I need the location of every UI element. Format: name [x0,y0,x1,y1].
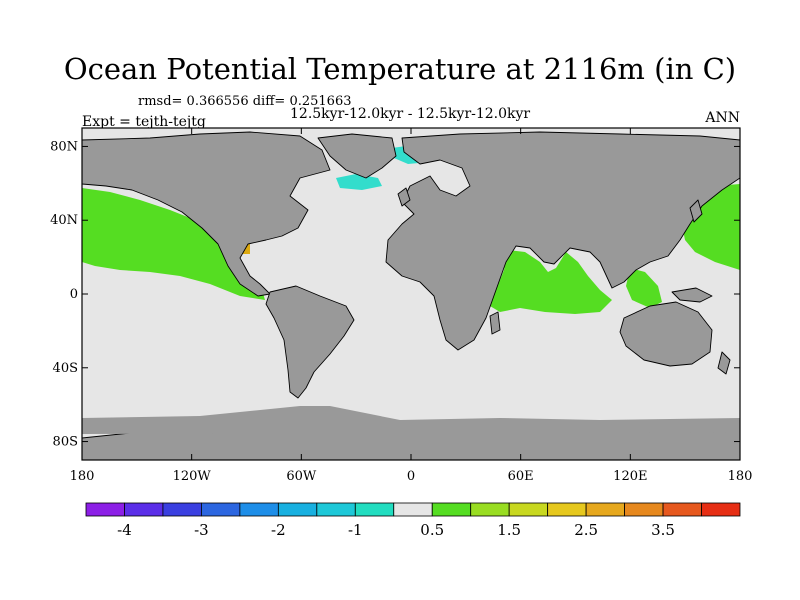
x-tick-label: 120W [173,469,212,484]
colorbar: -4 -3 -2 -1 0.5 1.5 2.5 3.5 [85,502,741,539]
warm-anomaly-regions [82,158,740,314]
colorbar-swatch [508,502,549,517]
madagascar-land [489,311,501,335]
labrador-anomaly [336,174,382,190]
colorbar-label: 2.5 [574,521,598,539]
indian-ocean-anomaly [490,250,612,314]
x-tick-label: 120E [613,469,647,484]
colorbar-swatch [662,502,702,517]
north-america-land [82,131,331,297]
colorbar-swatch [547,502,587,517]
colorbar-swatch [239,502,279,517]
y-tick-label: 40S [53,361,78,376]
colorbar-swatch [701,502,741,517]
north-pacific-east-anomaly [82,188,265,300]
y-tick-label: 40N [50,213,78,228]
new-guinea-land [671,287,713,303]
axis-labels: 180 120W 60W 0 60E 120E 180 80N 40N 0 40S 80S [50,139,752,484]
colorbar-label: -1 [348,521,363,539]
y-tick-label: 80N [50,139,78,154]
colorbar-swatch [431,502,472,517]
colorbar-label: -4 [117,521,132,539]
indonesian-seas-anomaly [626,268,662,308]
land-masses [82,131,740,460]
new-zealand-land [717,351,731,375]
south-america-land [265,285,355,399]
y-tick-label: 80S [53,435,78,450]
colorbar-swatch [354,502,395,517]
rmsd-diff-stats: rmsd= 0.366556 diff= 0.251663 [138,94,352,109]
map-plot-area [82,128,740,460]
x-tick-label: 180 [70,469,95,484]
australia-land [619,301,713,367]
colorbar-label: 1.5 [497,521,521,539]
plot-title: Ocean Potential Temperature at 2116m (in… [63,52,737,86]
colorbar-label: -2 [271,521,286,539]
uk-land [397,187,411,207]
antarctic-shelf [82,406,740,434]
colorbar-label: 3.5 [651,521,675,539]
colorbar-swatch [624,502,664,517]
eurasia-africa-land [385,131,740,351]
colorbar-swatch [85,502,125,517]
colorbar-swatch [316,502,356,517]
x-tick-label: 180 [728,469,753,484]
colorbar-swatch [201,502,241,517]
colorbar-swatch [277,502,318,517]
season-label: ANN [705,110,740,126]
x-tick-label: 60E [508,469,534,484]
colorbar-swatch [393,502,433,517]
colorbar-swatch [470,502,510,517]
colorbar-swatch [162,502,202,517]
colorbar-swatch [585,502,625,517]
x-tick-label: 60W [286,469,317,484]
y-tick-label: 0 [70,287,78,302]
experiment-label: Expt = tejth-tejtg [82,114,206,130]
japan-land [689,199,703,223]
greenland-land [317,133,397,179]
colorbar-label: 0.5 [420,521,444,539]
axis-ticks [81,128,741,460]
colorbar-label: -3 [194,521,209,539]
x-tick-label: 0 [407,469,415,484]
period-subtitle: 12.5kyr-12.0kyr - 12.5kyr-12.0kyr [290,106,531,122]
colorbar-swatch [124,502,164,517]
